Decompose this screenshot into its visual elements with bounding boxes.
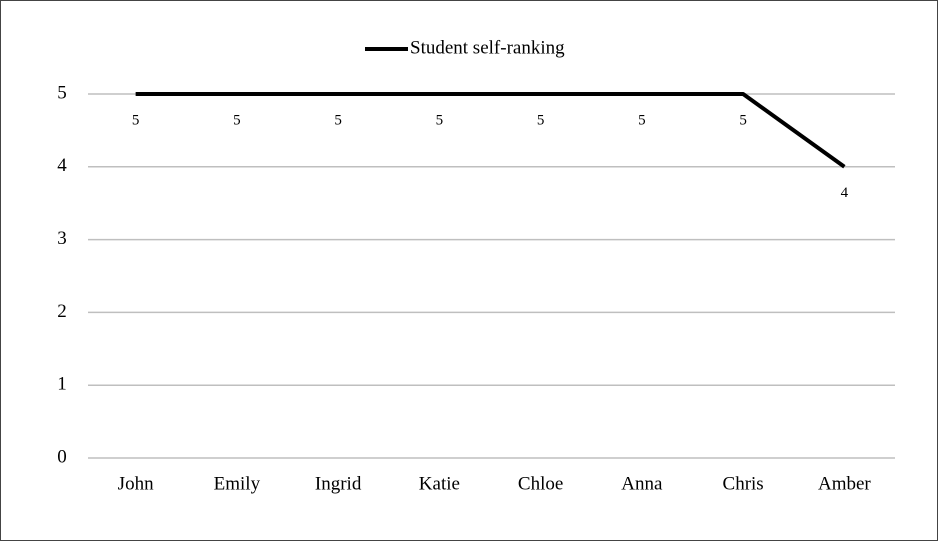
x-tick-label: Emily xyxy=(214,473,261,494)
legend-label: Student self-ranking xyxy=(410,37,565,58)
y-tick-label: 3 xyxy=(57,228,67,249)
y-tick-label: 1 xyxy=(57,374,67,395)
data-label: 5 xyxy=(132,112,140,128)
y-tick-label: 2 xyxy=(57,301,67,322)
x-tick-label: Chris xyxy=(723,473,764,494)
data-label: 4 xyxy=(841,185,849,201)
y-tick-label: 0 xyxy=(57,446,67,467)
data-label: 5 xyxy=(436,112,444,128)
x-tick-label: Ingrid xyxy=(315,473,362,494)
x-tick-label: Anna xyxy=(621,473,663,494)
data-label: 5 xyxy=(638,112,646,128)
x-tick-label: Chloe xyxy=(518,473,563,494)
series-line xyxy=(135,92,846,169)
x-tick-label: Amber xyxy=(818,473,871,494)
data-label: 5 xyxy=(334,112,342,128)
x-tick-label: Katie xyxy=(419,473,460,494)
data-label: 5 xyxy=(537,112,545,128)
y-tick-label: 5 xyxy=(57,82,67,103)
data-label: 5 xyxy=(233,112,241,128)
x-tick-label: John xyxy=(118,473,154,494)
y-tick-label: 4 xyxy=(57,155,67,176)
data-label: 5 xyxy=(739,112,747,128)
